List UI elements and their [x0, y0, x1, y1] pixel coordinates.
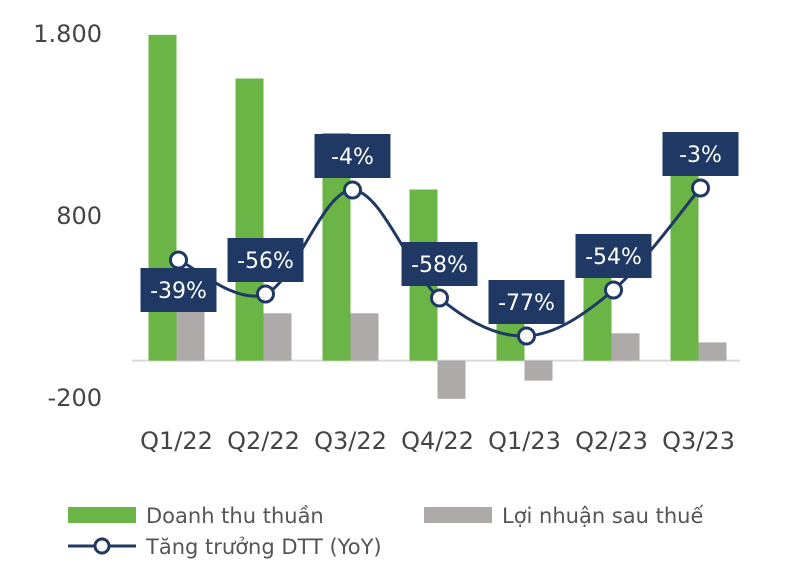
bar — [670, 140, 699, 361]
x-tick-label: Q1/22 — [140, 427, 213, 455]
x-tick-label: Q4/22 — [401, 427, 474, 455]
x-tick-label: Q2/23 — [575, 427, 648, 455]
growth-label: -77% — [498, 291, 555, 316]
x-tick-label: Q3/23 — [662, 427, 735, 455]
growth-label: -56% — [237, 249, 294, 274]
bar — [437, 360, 466, 399]
growth-label-box — [488, 280, 565, 324]
growth-label-box — [140, 268, 217, 312]
bar — [235, 78, 264, 361]
growth-label: -58% — [411, 253, 468, 278]
legend-swatch-profit — [424, 507, 492, 523]
x-tick-label: Q2/22 — [227, 427, 300, 455]
legend: Doanh thu thuần Lợi nhuận sau thuế Tăng … — [68, 504, 703, 559]
legend-swatch-revenue — [68, 507, 136, 523]
legend-swatch-growth-marker — [93, 537, 111, 555]
growth-label-box — [227, 238, 304, 282]
legend-label-growth: Tăng trưởng DTT (YoY) — [145, 535, 382, 559]
series-growth-line — [169, 178, 710, 346]
growth-point — [517, 326, 536, 346]
growth-label: -54% — [585, 245, 642, 270]
bar — [524, 360, 553, 381]
legend-label-revenue: Doanh thu thuần — [146, 504, 324, 528]
growth-point — [169, 250, 188, 270]
y-tick-label: 800 — [56, 202, 102, 230]
growth-label: -3% — [679, 143, 722, 168]
growth-point — [256, 284, 275, 304]
growth-label-box — [314, 134, 391, 178]
x-tick-label: Q1/23 — [488, 427, 561, 455]
growth-label: -4% — [331, 145, 374, 170]
growth-point — [691, 178, 710, 198]
bar — [350, 313, 379, 361]
legend-label-profit: Lợi nhuận sau thuế — [502, 504, 703, 528]
growth-label-box — [575, 234, 652, 278]
y-tick-label: -200 — [48, 384, 102, 412]
growth-data-labels: -39% -56% -4% -58% -77% -54% -3% — [140, 132, 739, 324]
growth-point — [430, 288, 449, 308]
bar — [698, 342, 727, 361]
y-axis: 1.800 800 -200 — [33, 20, 102, 412]
series-revenue-bars — [148, 34, 699, 361]
bar — [611, 333, 640, 361]
x-axis: Q1/22 Q2/22 Q3/22 Q4/22 Q1/23 Q2/23 Q3/23 — [140, 427, 735, 455]
y-tick-label: 1.800 — [33, 20, 102, 48]
growth-point — [343, 180, 362, 200]
growth-label-box — [662, 132, 739, 176]
x-tick-label: Q3/22 — [314, 427, 387, 455]
growth-label: -39% — [150, 279, 207, 304]
growth-label-box — [401, 242, 478, 286]
bar — [263, 313, 292, 361]
growth-point — [604, 280, 623, 300]
